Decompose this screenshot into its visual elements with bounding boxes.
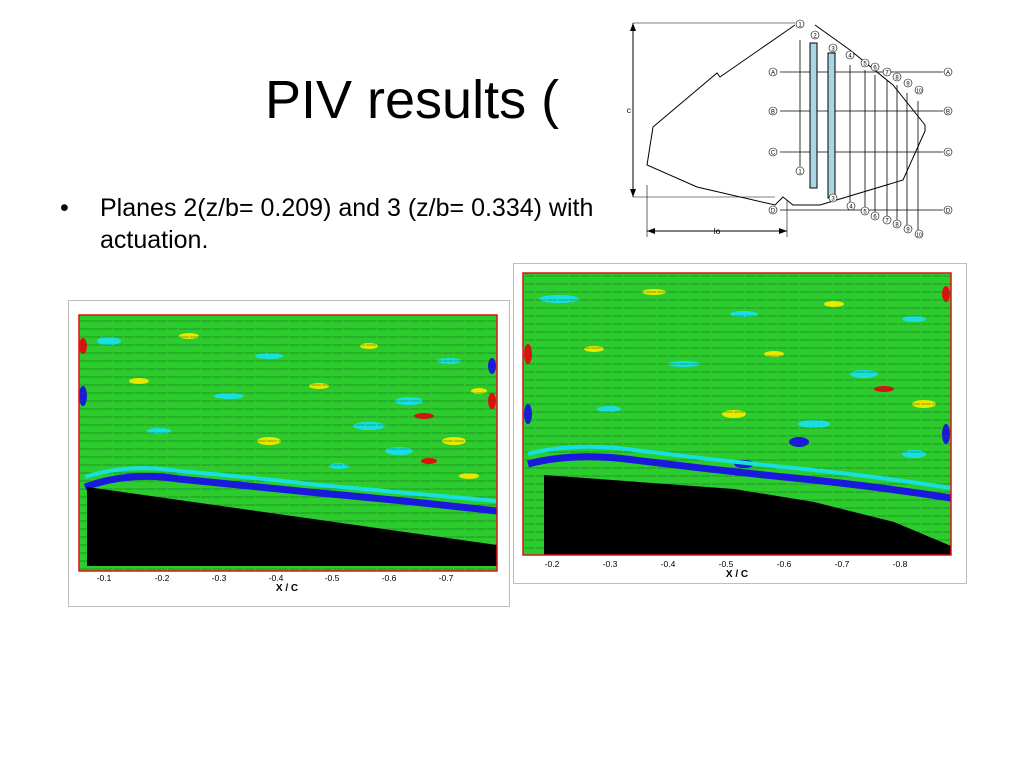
x-tick-label: -0.2 (545, 559, 560, 569)
piv-plot-plane-3: -0.2 -0.3 -0.4 -0.5 -0.6 -0.7 -0.8 X / C (513, 263, 967, 584)
row-label-b-left: B (771, 110, 775, 116)
row-label-a-left: A (771, 71, 775, 77)
x-tick-label: -0.7 (835, 559, 850, 569)
bullet-marker: • (60, 194, 69, 222)
row-label-b-right: B (946, 110, 950, 116)
plane-label-bottom-4: 4 (849, 205, 853, 211)
plane-label-top-9: 9 (906, 82, 910, 88)
plane-label-bottom-1: 1 (798, 170, 802, 176)
shear-layer (83, 472, 498, 515)
x-axis-label: X / C (726, 569, 748, 580)
plane-labels-top: 1 2 3 4 5 6 7 8 9 10 (795, 19, 924, 95)
plane-label-top-4: 4 (848, 54, 852, 60)
plane-label-bottom-8: 8 (895, 223, 899, 229)
x-tick-label: -0.4 (661, 559, 676, 569)
x-axis: -0.1 -0.2 -0.3 -0.4 -0.5 -0.6 -0.7 X / C (97, 573, 454, 594)
model-surface (87, 487, 497, 566)
plane-label-bottom-6: 6 (873, 215, 877, 221)
row-label-c-right: C (946, 151, 951, 157)
plane-label-bottom-5: 5 (863, 210, 867, 216)
plane-label-top-1: 1 (798, 23, 802, 29)
model-surface (544, 475, 951, 555)
x-tick-label: -0.5 (719, 559, 734, 569)
row-label-a-right: A (946, 71, 950, 77)
plane-label-top-2: 2 (813, 34, 817, 40)
plane-label-top-8: 8 (895, 76, 899, 82)
x-tick-label: -0.8 (893, 559, 908, 569)
x-tick-label: -0.1 (97, 573, 112, 583)
x-tick-label: -0.2 (155, 573, 170, 583)
piv-plot-plane-2: -0.1 -0.2 -0.3 -0.4 -0.5 -0.6 -0.7 X / C (68, 300, 510, 607)
row-label-d-right: D (946, 209, 951, 215)
length-label: lo (714, 226, 721, 236)
row-label-c-left: C (771, 151, 776, 157)
x-tick-label: -0.3 (603, 559, 618, 569)
x-tick-label: -0.7 (439, 573, 454, 583)
piv-plot-plane-3-svg: -0.2 -0.3 -0.4 -0.5 -0.6 -0.7 -0.8 X / C (522, 272, 952, 580)
piv-plot-plane-2-svg: -0.1 -0.2 -0.3 -0.4 -0.5 -0.6 -0.7 X / C (78, 314, 498, 594)
plane-label-top-10: 10 (916, 89, 922, 95)
plane-label-top-7: 7 (885, 71, 889, 77)
x-tick-label: -0.6 (382, 573, 397, 583)
x-tick-label: -0.6 (777, 559, 792, 569)
plane-labels-bottom: 1 3 4 5 6 7 8 9 10 (795, 166, 924, 239)
x-tick-label: -0.3 (212, 573, 227, 583)
plane-label-bottom-3: 3 (831, 197, 835, 203)
bullet-item: Planes 2(z/b= 0.209) and 3 (z/b= 0.334) … (100, 194, 594, 254)
wing-schematic-diagram: c lo A B C D A B C (625, 15, 965, 243)
x-axis: -0.2 -0.3 -0.4 -0.5 -0.6 -0.7 -0.8 X / C (545, 559, 908, 580)
plane-label-top-5: 5 (863, 62, 867, 68)
slide-title: PIV results ( (265, 70, 560, 130)
plane-label-top-3: 3 (831, 47, 835, 53)
x-tick-label: -0.5 (325, 573, 340, 583)
row-label-d-left: D (771, 209, 776, 215)
row-labels: A B C D A B C D (768, 67, 953, 215)
chord-label: c (627, 105, 632, 115)
plane-label-bottom-10: 10 (916, 233, 922, 239)
plane-label-top-6: 6 (873, 66, 877, 72)
x-axis-label: X / C (276, 583, 298, 594)
shear-layer (527, 453, 952, 502)
wing-schematic-svg: c lo A B C D A B C (627, 19, 953, 239)
plane-label-bottom-9: 9 (906, 228, 910, 234)
plane-label-bottom-7: 7 (885, 219, 889, 225)
x-tick-label: -0.4 (269, 573, 284, 583)
